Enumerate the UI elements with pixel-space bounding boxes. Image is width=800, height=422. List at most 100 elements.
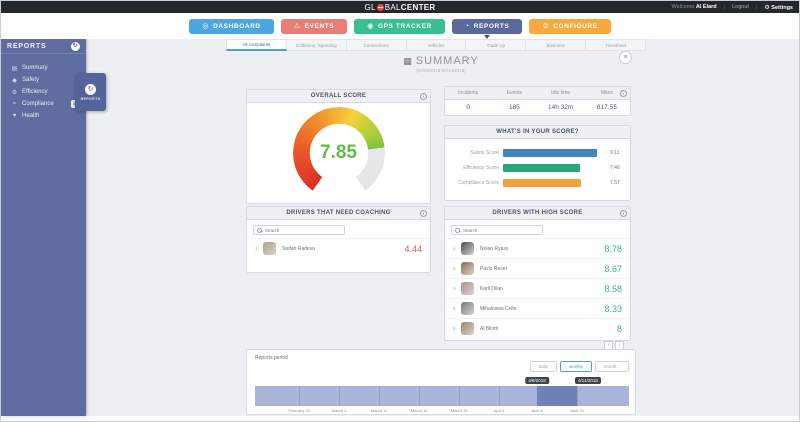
nav-button-configure[interactable]: ⚙ CONFIGURE <box>529 18 611 34</box>
metric-header-miles: Miles <box>601 90 613 96</box>
heart-icon: ♥ <box>12 113 17 119</box>
search-icon <box>455 227 460 233</box>
sidebar-item-safety[interactable]: ◆ Safety <box>1 74 86 86</box>
avatar <box>461 242 474 255</box>
overall-score-title: OVERALL SCORE <box>310 93 367 99</box>
driver-name: Nolan Ryass <box>480 245 509 252</box>
score-bar-track <box>503 163 606 172</box>
footer-strip <box>1 416 799 421</box>
divider: | <box>723 4 726 10</box>
coaching-header: DRIVERS THAT NEED COACHING i <box>247 207 430 220</box>
driver-row[interactable]: 4 Mihaleswa Celin 8.33 <box>445 298 630 318</box>
high-score-panel: DRIVERS WITH HIGH SCORE i 1 Nolan Ryass 8.… <box>444 206 631 350</box>
high-score-header: DRIVERS WITH HIGH SCORE i <box>445 207 630 220</box>
location-pin-icon: ◉ <box>367 22 374 30</box>
metric-header-idle-time: Idle time <box>551 90 571 96</box>
axis-label: February 25 <box>288 408 310 413</box>
score-bar-fill <box>503 148 597 157</box>
driver-row[interactable]: 1 Nolan Ryass 8.78 <box>445 238 630 258</box>
driver-score: 8.58 <box>604 283 622 294</box>
sidebar-item-compliance[interactable]: ≈Compliance▦ <box>1 98 86 110</box>
nav-button-label: REPORTS <box>473 22 510 30</box>
metric-value-miles: 817.55 <box>596 104 617 111</box>
score-bar-row: Compliance Score 7.57 <box>447 175 624 190</box>
nav-button-events[interactable]: ⚠ EVENTS <box>280 18 348 34</box>
timeline-gridline <box>577 386 578 406</box>
metrics-panel: Incidents Events Idle time Miles i 0 185 14h 3… <box>444 86 631 116</box>
driver-name: Karli Dilan <box>480 285 503 292</box>
period-button-weekly[interactable]: weekly <box>559 361 592 372</box>
driver-rank: 1 <box>255 246 258 251</box>
driver-row[interactable]: 1 Stefan Radevu 4.44 <box>247 238 430 258</box>
dashboard-icon: ◎ <box>202 22 210 30</box>
tab-business[interactable]: Business <box>526 39 587 51</box>
timeline-gridline <box>379 386 381 406</box>
overall-score-panel: OVERALL SCORE i 7.85 <box>246 89 431 204</box>
high-score-search-input[interactable] <box>463 227 539 233</box>
avatar <box>263 242 276 255</box>
timeline-gridline <box>459 386 461 406</box>
driver-score: 8 <box>616 323 622 334</box>
coaching-panel: DRIVERS THAT NEED COACHING i 1 Stefan Rad… <box>246 206 431 273</box>
info-icon[interactable]: i <box>620 90 627 97</box>
info-icon[interactable]: i <box>420 93 427 100</box>
period-button-month[interactable]: month... <box>594 361 629 372</box>
coaching-search-box <box>253 225 345 235</box>
summary-chart-icon: ▤ <box>11 65 18 72</box>
driver-rank: 5 <box>453 326 456 331</box>
tab-all-complaints[interactable]: All complaints <box>226 39 287 51</box>
driver-row[interactable]: 5 Al Bilotti 8 <box>445 318 630 338</box>
nav-button-gps-tracker[interactable]: ◉ GPS TRACKER <box>354 18 445 34</box>
driver-row[interactable]: 2 Pavlo Resel 8.67 <box>445 258 630 278</box>
driver-name: Al Bilotti <box>480 325 499 332</box>
driver-row[interactable]: 3 Karli Dilan 8.58 <box>445 278 630 298</box>
period-timeline[interactable]: 4/8/2018 4/14/2018 <box>255 377 629 406</box>
tab-trade-up[interactable]: Trade Up <box>466 39 527 51</box>
search-icon <box>257 227 262 233</box>
sidebar-item-health[interactable]: ♥ Health <box>1 110 86 122</box>
tab-timesheet[interactable]: Timesheet <box>586 39 647 51</box>
axis-label: March 25 <box>450 408 468 413</box>
metrics-header-row: Incidents Events Idle time Miles i <box>445 87 630 100</box>
sidebar-item-label: Safety <box>22 77 40 83</box>
info-icon[interactable]: i <box>620 210 627 217</box>
avatar <box>461 322 474 335</box>
sidebar: REPORTS ↻ ▤ Summary ◆ Safety ⚙ Efficiency ≈ Com… <box>1 39 106 416</box>
coaching-search-input[interactable] <box>265 227 341 233</box>
gear-icon: ⚙ <box>11 89 18 96</box>
period-selection[interactable] <box>536 386 577 406</box>
tab-connections[interactable]: Connections <box>346 39 407 51</box>
main-nav: ◎ DASHBOARD ⚠ EVENTS ◉ GPS TRACKER ◔ REPORTS ⚙ CO… <box>1 13 799 39</box>
nav-button-dashboard[interactable]: ◎ DASHBOARD <box>189 18 274 34</box>
period-button-daily[interactable]: daily <box>529 361 557 372</box>
nav-button-label: GPS TRACKER <box>377 22 432 30</box>
avatar <box>461 302 474 315</box>
info-icon[interactable]: i <box>420 210 427 217</box>
period-mode-buttons: daily weekly month... <box>529 361 629 372</box>
logo-text-bal: BAL <box>384 2 401 12</box>
driver-rank: 4 <box>453 306 456 311</box>
report-chart-icon: ◔ <box>464 22 470 30</box>
sidebar-item-efficiency[interactable]: ⚙ Efficiency <box>1 86 86 98</box>
reports-flyout-tab[interactable]: ↻ REPORTS <box>75 73 106 111</box>
sidebar-collapse-icon[interactable]: ↻ <box>71 41 80 51</box>
page-title-block: ▦ SUMMARY (04/08/2018-04/14/2018) <box>246 55 636 73</box>
high-score-list: 1 Nolan Ryass 8.78 2 Pavlo Resel 8.67 3 Karli D… <box>445 238 630 338</box>
tab-collisions-speeding[interactable]: Collisions, Speeding <box>286 39 347 51</box>
logout-link[interactable]: Logout <box>732 4 749 10</box>
timeline-gridline <box>339 386 341 406</box>
menu-button[interactable]: ≡ <box>619 51 632 64</box>
settings-link[interactable]: ⚙ Settings <box>764 4 793 11</box>
welcome-label: Welcome Al Elard <box>671 4 717 10</box>
metric-value-events: 185 <box>508 104 520 111</box>
sidebar-item-label: Efficiency <box>22 89 48 95</box>
sidebar-item-summary[interactable]: ▤ Summary <box>1 62 86 74</box>
report-tabs: All complaints Collisions, Speeding Connec… <box>226 39 647 51</box>
tab-vehicles[interactable]: Vehicles <box>406 39 467 51</box>
reports-period-panel: Reports period daily weekly month... 4/8/2… <box>246 349 636 415</box>
nav-button-label: DASHBOARD <box>213 22 261 30</box>
nav-button-reports[interactable]: ◔ REPORTS <box>451 18 523 39</box>
score-bar-fill <box>503 163 580 172</box>
sidebar-title: REPORTS <box>7 42 47 50</box>
logo-text-center: CENTER <box>400 2 436 12</box>
